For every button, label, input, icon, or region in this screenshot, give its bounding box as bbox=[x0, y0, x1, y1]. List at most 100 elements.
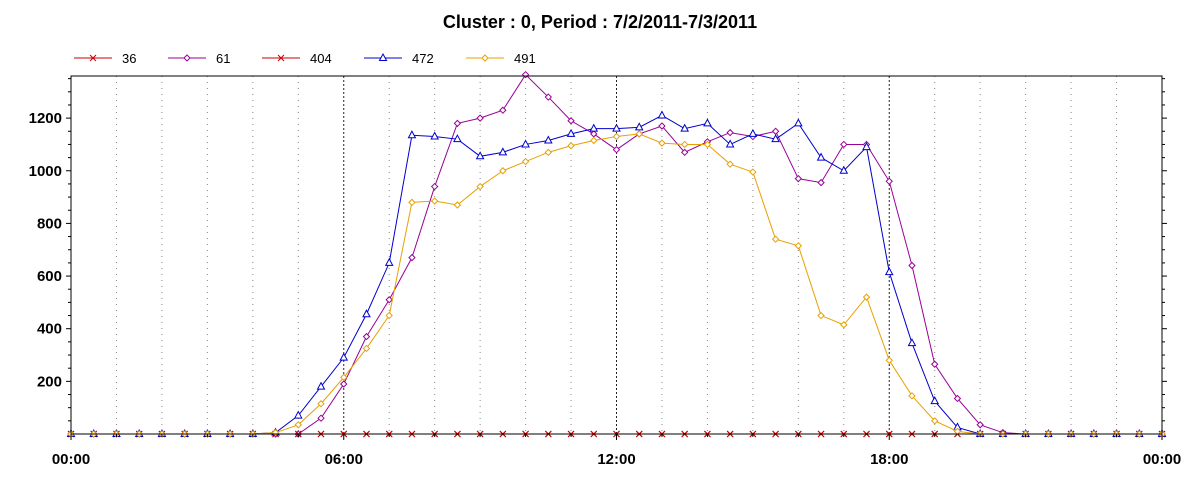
data-point bbox=[931, 417, 939, 425]
data-point bbox=[725, 139, 735, 148]
data-point bbox=[384, 257, 394, 266]
legend-item: 404 bbox=[262, 51, 332, 66]
data-point bbox=[408, 253, 416, 262]
data-point bbox=[476, 114, 484, 122]
data-point bbox=[793, 118, 803, 127]
series-group bbox=[66, 70, 1167, 438]
x-tick-label: 06:00 bbox=[325, 451, 363, 468]
series-line-472 bbox=[71, 114, 1162, 435]
legend-item: 491 bbox=[466, 51, 536, 66]
data-point bbox=[680, 140, 689, 149]
data-point bbox=[407, 130, 417, 139]
data-point bbox=[544, 148, 553, 157]
data-point bbox=[499, 167, 507, 175]
data-point bbox=[453, 201, 462, 209]
y-tick-label: 1200 bbox=[29, 110, 62, 127]
x-tick-label: 18:00 bbox=[870, 451, 908, 468]
data-point bbox=[590, 130, 598, 138]
data-point bbox=[953, 394, 962, 403]
data-point bbox=[521, 139, 530, 148]
data-point bbox=[794, 174, 803, 183]
data-point bbox=[680, 148, 689, 157]
data-point bbox=[885, 356, 893, 365]
data-point bbox=[749, 168, 757, 176]
data-point bbox=[840, 321, 848, 329]
y-tick-label: 800 bbox=[37, 215, 62, 232]
y-tick-label: 600 bbox=[37, 268, 62, 285]
legend-item: 472 bbox=[364, 51, 434, 66]
data-point bbox=[430, 197, 439, 205]
data-point bbox=[771, 127, 780, 135]
data-point bbox=[340, 373, 348, 382]
data-point bbox=[816, 152, 826, 161]
legend-label: 491 bbox=[514, 51, 536, 66]
data-point bbox=[293, 410, 303, 419]
data-point bbox=[817, 178, 825, 187]
data-point bbox=[907, 338, 917, 347]
data-point bbox=[294, 421, 302, 429]
legend-marker bbox=[481, 54, 489, 62]
data-point bbox=[317, 414, 325, 422]
legend-item: 36 bbox=[74, 51, 136, 66]
data-point bbox=[430, 182, 439, 191]
data-point bbox=[748, 128, 758, 137]
data-point bbox=[680, 123, 690, 132]
data-point bbox=[771, 134, 780, 143]
data-point bbox=[543, 135, 553, 144]
data-point bbox=[635, 130, 643, 138]
data-point bbox=[544, 93, 553, 101]
data-point bbox=[817, 311, 825, 320]
data-point bbox=[408, 198, 416, 207]
data-point bbox=[453, 119, 462, 128]
data-point bbox=[567, 117, 575, 125]
y-tick-label: 1000 bbox=[29, 163, 62, 180]
data-point bbox=[612, 123, 621, 132]
data-point bbox=[590, 136, 598, 145]
data-point bbox=[862, 142, 871, 151]
legend-label: 61 bbox=[216, 51, 230, 66]
data-point bbox=[612, 145, 621, 154]
legend-item: 61 bbox=[168, 51, 230, 66]
data-point bbox=[862, 293, 871, 301]
data-point bbox=[885, 177, 893, 186]
data-point bbox=[339, 352, 349, 361]
data-point bbox=[316, 381, 326, 390]
legend-marker bbox=[378, 52, 388, 61]
legend: 36 61 404 472 491 bbox=[74, 51, 536, 66]
data-point bbox=[476, 182, 484, 191]
data-point bbox=[634, 122, 644, 131]
data-point bbox=[726, 160, 734, 168]
data-point bbox=[703, 118, 712, 127]
data-point bbox=[908, 392, 916, 400]
data-point bbox=[703, 140, 712, 149]
x-tick-label: 00:00 bbox=[1143, 451, 1181, 468]
legend-marker bbox=[89, 54, 97, 62]
data-point bbox=[908, 261, 916, 270]
data-point bbox=[340, 380, 348, 388]
data-point bbox=[884, 267, 894, 276]
data-point bbox=[430, 131, 440, 140]
data-point bbox=[931, 360, 939, 368]
legend-marker bbox=[277, 54, 285, 62]
data-point bbox=[385, 311, 393, 320]
data-point bbox=[612, 132, 621, 141]
data-point bbox=[930, 396, 940, 405]
data-point bbox=[589, 123, 599, 132]
data-point bbox=[453, 134, 462, 143]
y-tick-label: 200 bbox=[37, 373, 62, 390]
data-point bbox=[657, 110, 667, 119]
data-point bbox=[499, 106, 507, 114]
y-tick-label: 400 bbox=[37, 321, 62, 338]
data-point bbox=[567, 142, 575, 150]
data-point bbox=[658, 139, 666, 147]
data-point bbox=[475, 151, 485, 160]
data-point bbox=[498, 147, 508, 156]
data-point bbox=[317, 400, 325, 408]
data-point bbox=[362, 344, 371, 353]
data-point bbox=[385, 296, 393, 304]
data-point bbox=[976, 421, 984, 429]
axes: 200 400 600 800 1000 1200 00:00 06:00 12:00 18:00… bbox=[29, 78, 1181, 468]
data-point bbox=[658, 122, 666, 130]
legend-marker bbox=[183, 54, 191, 62]
